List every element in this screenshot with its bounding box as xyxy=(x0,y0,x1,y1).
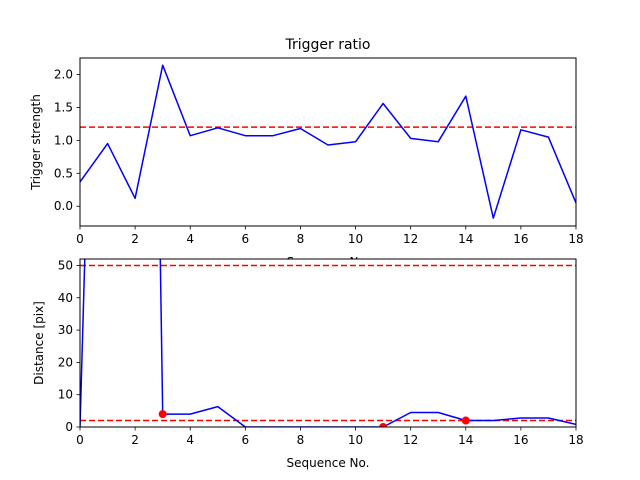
y-tick-label: 2.0 xyxy=(54,67,73,81)
y-ticks: 0.0 0.5 1.0 1.5 2.0 xyxy=(54,67,80,213)
y-tick-label: 50 xyxy=(58,258,73,272)
x-tick-label: 10 xyxy=(348,232,363,246)
y-tick-label: 1.5 xyxy=(54,100,73,114)
x-tick-label: 14 xyxy=(458,433,473,447)
y-tick-label: 0.5 xyxy=(54,166,73,180)
x-tick-label: 8 xyxy=(297,232,305,246)
y-tick-label: 10 xyxy=(58,388,73,402)
distance-chart: 0 2 4 6 8 10 12 14 16 18 0 10 20 30 40 50 Distance [pi… xyxy=(32,258,584,470)
x-tick-label: 18 xyxy=(568,433,583,447)
x-ticks: 0 2 4 6 8 10 12 14 16 18 xyxy=(76,226,584,246)
x-axis-label: Sequence No. xyxy=(287,456,370,470)
x-tick-label: 14 xyxy=(458,232,473,246)
x-ticks: 0 2 4 6 8 10 12 14 16 18 xyxy=(76,427,584,447)
x-tick-label: 2 xyxy=(131,433,139,447)
chart-title: Trigger ratio xyxy=(284,37,370,53)
y-tick-label: 0.0 xyxy=(54,199,73,213)
y-tick-label: 0 xyxy=(65,420,73,434)
series-line xyxy=(80,64,576,219)
y-axis-label: Trigger strength xyxy=(29,94,43,191)
x-tick-label: 4 xyxy=(186,433,194,447)
trigger-ratio-chart: Trigger ratio 0 2 4 6 8 10 12 14 16 18 0.0 0.5 1.0 1… xyxy=(29,37,584,269)
y-tick-label: 1.0 xyxy=(54,133,73,147)
y-tick-label: 20 xyxy=(58,355,73,369)
x-tick-label: 6 xyxy=(242,232,250,246)
x-tick-label: 10 xyxy=(348,433,363,447)
x-tick-label: 6 xyxy=(242,433,250,447)
y-axis-label: Distance [pix] xyxy=(32,301,46,385)
data-point-marker xyxy=(379,423,388,427)
x-tick-label: 0 xyxy=(76,232,84,246)
y-ticks: 0 10 20 30 40 50 xyxy=(58,258,80,434)
x-tick-label: 12 xyxy=(403,232,418,246)
axes-frame xyxy=(79,57,577,227)
x-tick-label: 0 xyxy=(76,433,84,447)
plot-area xyxy=(80,259,576,427)
x-tick-label: 18 xyxy=(568,232,583,246)
data-point-marker xyxy=(158,410,167,419)
y-tick-label: 40 xyxy=(58,291,73,305)
axes-background xyxy=(80,259,576,427)
x-tick-label: 16 xyxy=(513,232,528,246)
x-tick-label: 12 xyxy=(403,433,418,447)
x-tick-label: 16 xyxy=(513,433,528,447)
y-tick-label: 30 xyxy=(58,323,73,337)
x-tick-label: 8 xyxy=(297,433,305,447)
plot-area xyxy=(80,64,576,219)
x-tick-label: 4 xyxy=(186,232,194,246)
x-tick-label: 2 xyxy=(131,232,139,246)
data-point-marker xyxy=(461,416,470,425)
axes-frame xyxy=(79,258,577,428)
